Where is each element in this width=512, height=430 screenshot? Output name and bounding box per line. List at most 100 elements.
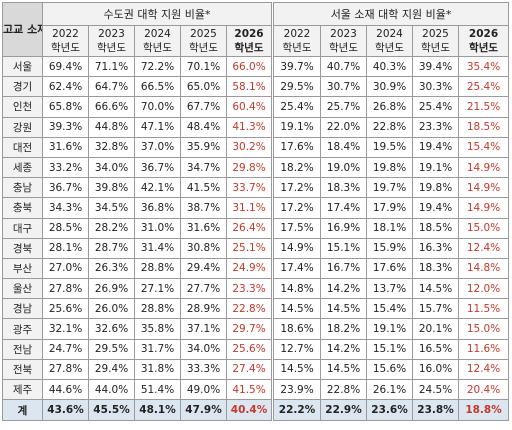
table-row: 대전 31.6% 32.8% 37.0% 35.9% 30.2% 17.6% 18.4% 19.… bbox=[2, 136, 510, 158]
value-cell-g1-2022: 31.6% bbox=[42, 136, 89, 158]
value-cell-g2-2026: 15.0% bbox=[458, 318, 510, 340]
value-cell-g2-2024: 40.3% bbox=[366, 55, 414, 78]
value-cell-g1-2025: 34.7% bbox=[180, 156, 227, 179]
value-cell-g1-2025: 65.0% bbox=[180, 76, 227, 98]
value-cell-g2-2026: 12.4% bbox=[458, 358, 510, 381]
year-header-g1-2026: 2026 학년도 bbox=[225, 25, 274, 57]
value-cell-g2-2024: 15.1% bbox=[366, 338, 414, 360]
value-cell-g2-2022: 14.5% bbox=[271, 358, 322, 381]
region-column-header: 고교 소재지 bbox=[2, 2, 43, 57]
value-cell-g1-2024: 31.8% bbox=[134, 358, 181, 381]
value-cell-g1-2026: 27.4% bbox=[225, 358, 274, 381]
table-row: 광주 32.1% 32.6% 35.8% 37.1% 29.7% 18.6% 18.2% 19.… bbox=[2, 318, 510, 340]
value-cell-g2-2022: 17.2% bbox=[271, 197, 322, 219]
year-suffix-label: 학년도 bbox=[282, 42, 312, 54]
value-cell-g2-2026: 15.0% bbox=[458, 217, 510, 239]
value-cell-g2-2025: 18.3% bbox=[412, 257, 460, 280]
value-cell-g1-2025: 28.9% bbox=[180, 298, 227, 320]
value-cell-g2-2024: 15.4% bbox=[366, 298, 414, 320]
value-cell-g1-2022: 24.7% bbox=[42, 338, 89, 360]
group-header-seoul: 서울 소재 대학 지원 비율* bbox=[271, 2, 510, 26]
value-cell-g2-2022: 17.5% bbox=[271, 217, 322, 239]
year-label: 2025 bbox=[190, 28, 217, 40]
value-cell-g1-2023: 28.2% bbox=[88, 217, 135, 239]
value-cell-g2-2022: 14.9% bbox=[271, 237, 322, 259]
value-cell-g1-2023: 26.0% bbox=[88, 298, 135, 320]
region-cell: 울산 bbox=[2, 278, 43, 300]
value-cell-g1-2025: 35.9% bbox=[180, 136, 227, 158]
year-label: 2023 bbox=[98, 28, 125, 40]
region-cell: 대전 bbox=[2, 136, 43, 158]
value-cell-g1-2022: 44.6% bbox=[42, 378, 89, 401]
value-cell-g1-2023: 29.4% bbox=[88, 358, 135, 381]
value-cell-g1-2026: 33.7% bbox=[225, 177, 274, 199]
value-cell-g1-2024: 37.0% bbox=[134, 136, 181, 158]
value-cell-g2-2023: 16.7% bbox=[320, 257, 368, 280]
table-row: 부산 27.0% 26.3% 28.8% 29.4% 24.9% 17.4% 16.7% 17.… bbox=[2, 257, 510, 280]
region-cell: 광주 bbox=[2, 318, 43, 340]
value-cell-g2-2023: 14.5% bbox=[320, 298, 368, 320]
year-header-g1-2023: 2023 학년도 bbox=[88, 25, 135, 57]
value-cell-g2-2024: 19.1% bbox=[366, 318, 414, 340]
value-cell-g2-2023: 30.7% bbox=[320, 76, 368, 98]
value-cell-g2-2025: 18.5% bbox=[412, 217, 460, 239]
value-cell-g1-2024: 66.5% bbox=[134, 76, 181, 98]
value-cell-g1-2025: 37.1% bbox=[180, 318, 227, 340]
value-cell-g1-2024: 36.7% bbox=[134, 156, 181, 179]
year-suffix-label: 학년도 bbox=[234, 42, 264, 54]
value-cell-g2-2026: 35.4% bbox=[458, 55, 510, 78]
region-cell: 서울 bbox=[2, 55, 43, 78]
year-header-g2-2022: 2022 학년도 bbox=[271, 25, 322, 57]
value-cell-g2-2025: 23.3% bbox=[412, 116, 460, 138]
value-cell-g2-2023: 14.2% bbox=[320, 338, 368, 360]
value-cell-g1-2026: 26.4% bbox=[225, 217, 274, 239]
value-cell-g1-2026: 25.6% bbox=[225, 338, 274, 360]
value-cell-g1-2023: 44.8% bbox=[88, 116, 135, 138]
table-row: 충북 34.3% 34.5% 36.8% 38.7% 31.1% 17.2% 17.4% 17.… bbox=[2, 197, 510, 219]
value-cell-g2-2025: 19.8% bbox=[412, 177, 460, 199]
year-label: 2024 bbox=[376, 28, 403, 40]
value-cell-g2-2023: 18.3% bbox=[320, 177, 368, 199]
value-cell-g1-2024: 31.0% bbox=[134, 217, 181, 239]
value-cell-g1-2023: 34.0% bbox=[88, 156, 135, 179]
value-cell-g1-2022: 69.4% bbox=[42, 55, 89, 78]
region-cell: 경기 bbox=[2, 76, 43, 98]
value-cell-g1-2025: 29.4% bbox=[180, 257, 227, 280]
value-cell-g2-2024: 19.5% bbox=[366, 136, 414, 158]
region-cell: 충북 bbox=[2, 197, 43, 219]
value-cell-g2-2024: 18.1% bbox=[366, 217, 414, 239]
value-cell-g1-2025: 70.1% bbox=[180, 55, 227, 78]
value-cell-g2-2026: 14.9% bbox=[458, 156, 510, 179]
value-cell-g1-2026: 22.8% bbox=[225, 298, 274, 320]
table-row: 전북 27.8% 29.4% 31.8% 33.3% 27.4% 14.5% 14.5% 15.… bbox=[2, 358, 510, 381]
region-cell: 경남 bbox=[2, 298, 43, 320]
value-cell-g2-2023: 14.5% bbox=[320, 358, 368, 381]
year-header-g2-2024: 2024 학년도 bbox=[366, 25, 414, 57]
value-cell-g2-2025: 16.5% bbox=[412, 338, 460, 360]
value-cell-g2-2022: 14.5% bbox=[271, 298, 322, 320]
value-cell-g1-2026: 40.4% bbox=[225, 399, 274, 422]
value-cell-g2-2026: 18.8% bbox=[458, 399, 510, 422]
value-cell-g2-2023: 22.9% bbox=[320, 399, 368, 422]
value-cell-g1-2023: 45.5% bbox=[88, 399, 135, 422]
value-cell-g1-2022: 62.4% bbox=[42, 76, 89, 98]
value-cell-g1-2024: 28.8% bbox=[134, 298, 181, 320]
value-cell-g1-2024: 47.1% bbox=[134, 116, 181, 138]
value-cell-g1-2025: 38.7% bbox=[180, 197, 227, 219]
value-cell-g2-2026: 25.4% bbox=[458, 76, 510, 98]
value-cell-g1-2022: 27.8% bbox=[42, 278, 89, 300]
value-cell-g2-2024: 17.6% bbox=[366, 257, 414, 280]
value-cell-g1-2022: 32.1% bbox=[42, 318, 89, 340]
header-row-years: 2022 학년도 2023 학년도 2024 학년도 2025 학년도 2026 학년도 2022 학… bbox=[3, 25, 510, 57]
year-suffix-label: 학년도 bbox=[97, 42, 126, 54]
year-header-g1-2024: 2024 학년도 bbox=[134, 25, 181, 57]
value-cell-g1-2026: 41.5% bbox=[225, 378, 274, 401]
value-cell-g1-2023: 29.5% bbox=[88, 338, 135, 360]
value-cell-g2-2025: 19.4% bbox=[412, 136, 460, 158]
value-cell-g2-2022: 23.9% bbox=[271, 378, 322, 401]
region-cell: 전남 bbox=[2, 338, 43, 360]
year-label: 2024 bbox=[144, 28, 171, 40]
value-cell-g1-2025: 67.7% bbox=[180, 96, 227, 118]
value-cell-g2-2023: 22.0% bbox=[320, 116, 368, 138]
value-cell-g2-2025: 15.7% bbox=[412, 298, 460, 320]
